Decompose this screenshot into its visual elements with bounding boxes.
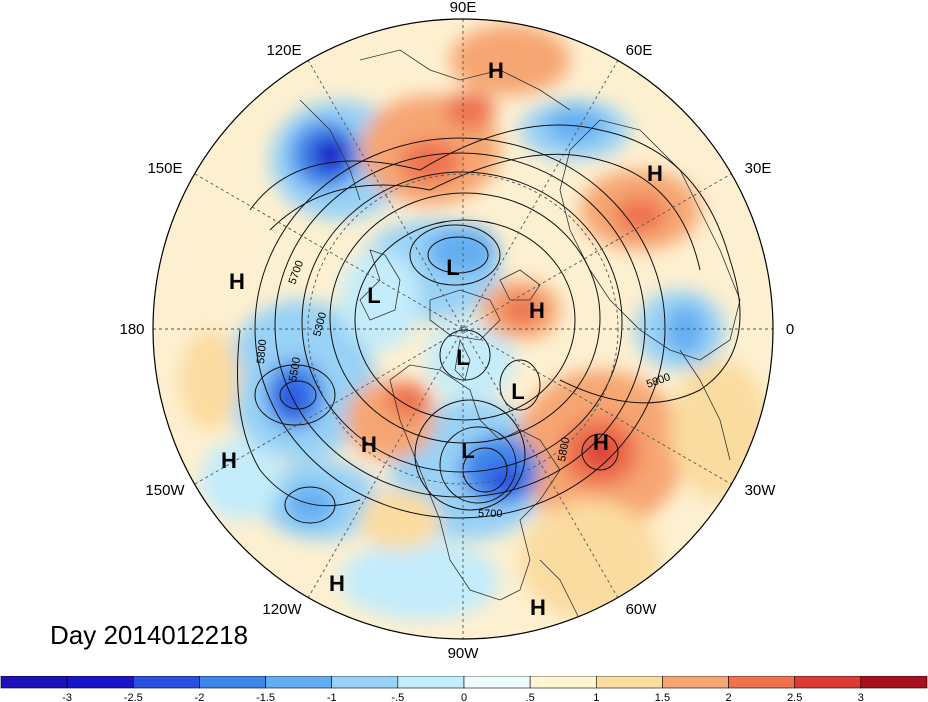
pressure-centers: H H H L L H H L L L H H H H	[221, 58, 663, 620]
colorbar-tick-label: 1	[593, 692, 599, 702]
contour-label-5700-south: 5700	[478, 508, 502, 520]
contour-label-5800-west: 5800	[255, 339, 269, 364]
low-center: L	[511, 379, 524, 404]
lon-label-30w: 30W	[745, 482, 777, 499]
day-label: Day 2014012218	[50, 620, 249, 650]
lon-label-180: 180	[119, 321, 144, 338]
low-center: L	[367, 283, 380, 308]
colorbar-box	[463, 676, 531, 689]
colorbar-tick-label: -2	[195, 692, 205, 702]
colorbar-box	[794, 676, 862, 689]
colorbar-box	[595, 676, 663, 689]
graticule	[153, 19, 773, 639]
lon-label-30e: 30E	[745, 160, 772, 177]
colorbar-tick-label: -3	[62, 692, 72, 702]
colorbar-tick-label: -.5	[391, 692, 404, 702]
colorbar: -3 -2.5 -2 -1.5 -1 -.5 0 .5 1 1.5 2 2.5 3	[0, 676, 928, 702]
low-center: L	[461, 438, 474, 463]
low-center: L	[456, 345, 469, 370]
contour-label-5500: 5500	[287, 356, 303, 382]
colorbar-tick-label: -1	[327, 692, 337, 702]
colorbar-box	[728, 676, 796, 689]
colorbar-tick-label: 2.5	[787, 692, 802, 702]
colorbar-box	[66, 676, 134, 689]
high-center: H	[221, 448, 237, 473]
colorbar-tick-label: -2.5	[124, 692, 143, 702]
colorbar-tick-label: 1.5	[655, 692, 670, 702]
colorbar-tick-label: 0	[461, 692, 467, 702]
contour-label-5800-south: 5800	[556, 436, 572, 462]
anomaly-field	[153, 19, 773, 639]
colorbar-box	[860, 676, 928, 689]
colorbar-box	[529, 676, 597, 689]
map-boundary	[152, 18, 774, 640]
lon-label-90e: 90E	[450, 0, 477, 16]
colorbar-tick-label: .5	[526, 692, 535, 702]
lon-label-60e: 60E	[626, 42, 653, 59]
coastlines	[299, 49, 741, 639]
colorbar-box	[0, 676, 68, 689]
height-contours	[237, 124, 741, 524]
lon-label-0: 0	[786, 321, 794, 338]
colorbar-box	[397, 676, 465, 689]
colorbar-tick-label: 3	[858, 692, 864, 702]
lon-label-150w: 150W	[145, 482, 185, 499]
colorbar-boxes	[0, 676, 928, 689]
colorbar-box	[265, 676, 333, 689]
high-center: H	[530, 595, 546, 620]
high-center: H	[647, 161, 663, 186]
lon-label-120e: 120E	[266, 42, 301, 59]
high-center: H	[229, 269, 245, 294]
high-center: H	[593, 430, 609, 455]
colorbar-ticks: -3 -2.5 -2 -1.5 -1 -.5 0 .5 1 1.5 2 2.5 3	[62, 692, 864, 702]
colorbar-box	[199, 676, 266, 689]
colorbar-box	[331, 676, 399, 689]
colorbar-tick-label: 2	[726, 692, 732, 702]
low-center: L	[446, 255, 459, 280]
lon-label-60w: 60W	[626, 601, 658, 618]
colorbar-tick-label: -1.5	[256, 692, 275, 702]
lon-label-90w: 90W	[448, 645, 480, 662]
high-center: H	[529, 298, 545, 323]
colorbar-box	[662, 676, 729, 689]
high-center: H	[488, 58, 504, 83]
longitude-labels: 90E 60E 30E 0 30W 60W 90W 120W 150W 180 …	[119, 0, 794, 662]
lon-label-150e: 150E	[147, 160, 182, 177]
high-center: H	[329, 571, 345, 596]
high-center: H	[361, 432, 377, 457]
colorbar-box	[132, 676, 200, 689]
lon-label-120w: 120W	[262, 601, 302, 618]
